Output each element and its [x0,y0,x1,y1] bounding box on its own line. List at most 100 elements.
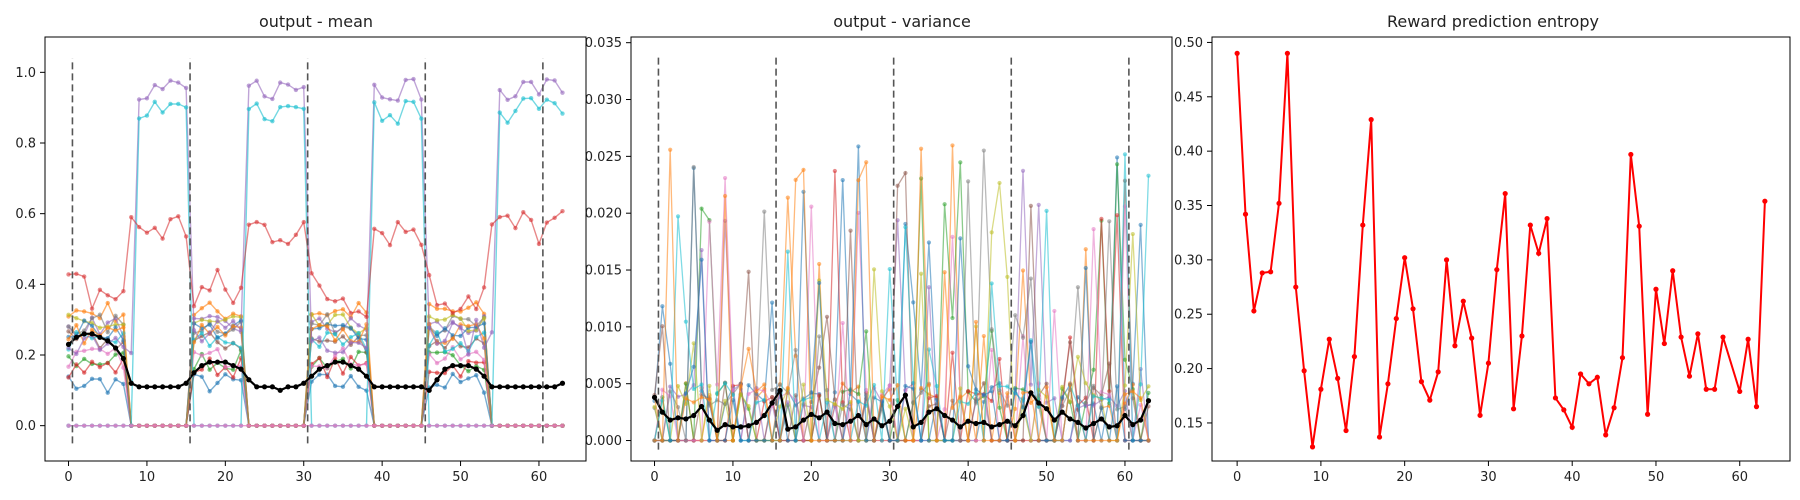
output-mean-series-point [521,79,526,85]
output-mean-series-point [442,306,448,312]
overall-mean-point [238,366,244,372]
x-tick-label: 30 [881,470,898,485]
output-variance-series-point [934,397,939,402]
output-variance-series-point [1036,438,1041,443]
output-variance-series-point [1138,222,1143,227]
y-tick-label: 0.005 [585,377,622,392]
y-tick-label: 0.45 [1174,90,1203,105]
output-variance-series-point [911,438,916,443]
output-mean-series-point [66,375,71,380]
overall-variance-point [894,403,901,410]
output-variance-series-point [848,438,853,443]
output-variance-series-point [919,385,924,391]
panel-title: output - variance [833,12,971,31]
output-mean-series-point [246,83,252,88]
y-tick-label: 0.4 [15,278,36,293]
output-variance-series-point [1028,438,1033,443]
output-variance-series-point [926,240,932,245]
y-tick-label: 0.2 [15,349,36,364]
output-mean-series-point [207,318,212,324]
output-variance-series-point [722,438,728,443]
overall-mean-point [559,380,566,386]
output-mean-series-point [466,423,471,428]
output-mean-series-point [317,322,322,328]
output-mean-series-point [199,330,205,336]
output-variance-series-point [973,319,979,325]
output-variance-series-point [699,395,704,400]
overall-mean-point [356,366,362,372]
overall-variance-point [973,420,979,427]
output-mean-series-point [230,423,236,428]
output-mean-series-point [89,359,95,364]
output-mean-series-point [215,318,220,324]
output-mean-series-point [434,341,440,346]
overall-mean-point [418,384,424,390]
output-variance-series-point [785,249,790,254]
output-mean-series-point [82,423,87,428]
output-mean-series-point [340,326,346,332]
output-variance-series-point [777,438,783,443]
output-mean-series-point [230,318,236,324]
output-mean-series-point [317,335,322,340]
output-variance-series-point [1067,340,1073,345]
overall-mean-point [136,384,142,390]
output-variance-series-point [1099,216,1104,221]
output-mean-series-point [144,96,150,101]
overall-variance-point [816,415,822,421]
overall-mean-point [387,384,393,390]
entropy-point [1402,255,1408,261]
output-mean-series-point [152,82,157,88]
overall-mean-point [520,384,526,390]
overall-variance-point [746,423,752,429]
output-variance-series-point [1044,208,1049,213]
output-variance-series-point [817,365,822,370]
entropy-point [1452,343,1458,349]
output-variance-series-point [817,334,822,339]
output-mean-series-point [481,336,487,341]
output-mean-series-point [246,106,252,112]
entropy-point [1343,427,1349,434]
output-mean-series-point [340,371,346,376]
output-mean-series-point [152,225,157,231]
output-variance-series-point [856,399,861,404]
output-variance-series-point [683,391,688,396]
output-variance-series-point [926,285,932,290]
output-variance-series-point [746,438,751,443]
output-mean-series-point [293,87,299,93]
overall-mean-point [434,377,440,383]
output-mean-series-point [474,423,479,428]
output-variance-series-point [1067,438,1073,443]
output-mean-series-point [325,330,330,335]
entropy-point [1242,211,1249,217]
overall-mean-point [348,363,354,369]
output-variance-series-point [989,438,994,443]
output-mean-series-point [372,82,377,87]
output-mean-series-point [66,324,71,329]
output-variance-series-point [1028,276,1033,281]
output-mean-series-point [230,300,236,306]
output-mean-series-point [356,363,361,368]
overall-variance-line [653,387,1150,432]
overall-mean-point [120,355,127,362]
overall-variance-point [659,409,665,415]
output-variance-series-point [1052,438,1057,443]
output-mean-series-point [89,316,95,321]
output-mean-series-point [419,97,424,102]
output-mean-series-point [176,423,181,428]
output-mean-series-point [395,121,401,126]
overall-mean-point [246,377,252,383]
output-mean-series-point [466,358,471,364]
entropy-point [1410,306,1416,312]
output-mean-series-point [536,92,542,97]
output-mean-series-point [105,423,110,428]
output-mean-series-point [215,267,220,273]
output-mean-series-point [183,105,189,110]
entropy-point [1603,432,1609,438]
output-mean-series-point [199,284,205,290]
output-variance-series-point [981,438,986,443]
output-variance-series-point [958,438,963,443]
output-mean-series-point [528,79,534,85]
output-variance-series-point [903,438,908,443]
entropy-point [1653,286,1659,292]
